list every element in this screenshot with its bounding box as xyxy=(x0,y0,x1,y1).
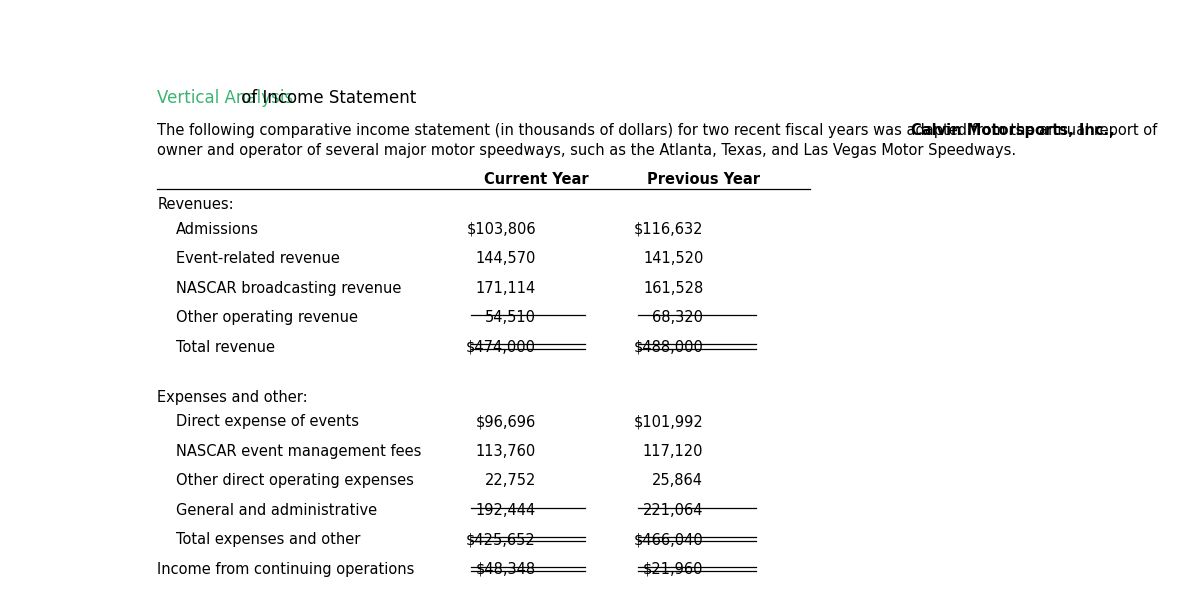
Text: owner and operator of several major motor speedways, such as the Atlanta, Texas,: owner and operator of several major moto… xyxy=(157,144,1016,158)
Text: Revenues:: Revenues: xyxy=(157,197,234,213)
Text: $488,000: $488,000 xyxy=(634,340,703,354)
Text: $103,806: $103,806 xyxy=(467,222,536,236)
Text: 22,752: 22,752 xyxy=(485,473,536,488)
Text: $474,000: $474,000 xyxy=(466,340,536,354)
Text: Current Year: Current Year xyxy=(484,172,588,186)
Text: 221,064: 221,064 xyxy=(643,503,703,518)
Text: 113,760: 113,760 xyxy=(475,444,536,459)
Text: $101,992: $101,992 xyxy=(634,414,703,429)
Text: Expenses and other:: Expenses and other: xyxy=(157,390,308,405)
Text: Admissions: Admissions xyxy=(176,222,259,236)
Text: 144,570: 144,570 xyxy=(475,251,536,266)
Text: Other direct operating expenses: Other direct operating expenses xyxy=(176,473,414,488)
Text: $425,652: $425,652 xyxy=(467,532,536,547)
Text: 68,320: 68,320 xyxy=(653,310,703,325)
Text: 141,520: 141,520 xyxy=(643,251,703,266)
Text: NASCAR event management fees: NASCAR event management fees xyxy=(176,444,421,459)
Text: Total revenue: Total revenue xyxy=(176,340,275,354)
Text: Other operating revenue: Other operating revenue xyxy=(176,310,358,325)
Text: Total expenses and other: Total expenses and other xyxy=(176,532,360,547)
Text: $96,696: $96,696 xyxy=(475,414,536,429)
Text: Calvin Motorsports, Inc.,: Calvin Motorsports, Inc., xyxy=(911,123,1115,138)
Text: 192,444: 192,444 xyxy=(475,503,536,518)
Text: 25,864: 25,864 xyxy=(653,473,703,488)
Text: General and administrative: General and administrative xyxy=(176,503,377,518)
Text: Direct expense of events: Direct expense of events xyxy=(176,414,359,429)
Text: NASCAR broadcasting revenue: NASCAR broadcasting revenue xyxy=(176,281,402,295)
Text: 54,510: 54,510 xyxy=(485,310,536,325)
Text: of Income Statement: of Income Statement xyxy=(235,90,416,108)
Text: 117,120: 117,120 xyxy=(643,444,703,459)
Text: 171,114: 171,114 xyxy=(475,281,536,295)
Text: Vertical Analysis: Vertical Analysis xyxy=(157,90,294,108)
Text: $48,348: $48,348 xyxy=(476,562,536,577)
Text: Previous Year: Previous Year xyxy=(647,172,760,186)
Text: 161,528: 161,528 xyxy=(643,281,703,295)
Text: $21,960: $21,960 xyxy=(643,562,703,577)
Text: $116,632: $116,632 xyxy=(634,222,703,236)
Text: Event-related revenue: Event-related revenue xyxy=(176,251,340,266)
Text: The following comparative income statement (in thousands of dollars) for two rec: The following comparative income stateme… xyxy=(157,123,1163,138)
Text: Income from continuing operations: Income from continuing operations xyxy=(157,562,415,577)
Text: $466,040: $466,040 xyxy=(634,532,703,547)
